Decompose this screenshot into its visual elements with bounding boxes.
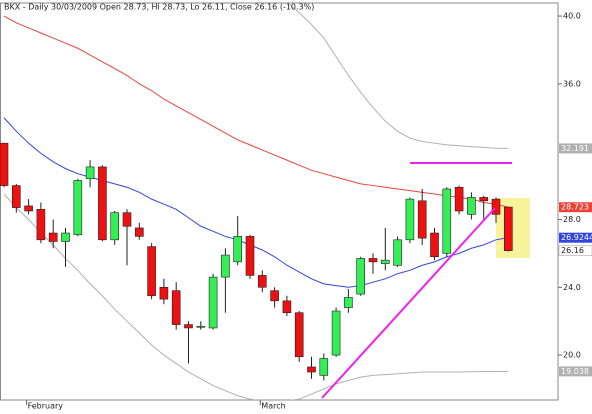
- candle-body: [171, 290, 181, 325]
- candle-body: [380, 259, 390, 264]
- last-close-label: 26.16: [561, 246, 584, 255]
- candle-body: [331, 310, 341, 356]
- candle-body: [282, 300, 292, 314]
- last-value-box: [559, 232, 592, 243]
- last-value-box: [559, 202, 592, 213]
- candle-body: [36, 208, 46, 241]
- last-value-label: 28.723: [561, 203, 589, 212]
- candle-body: [159, 286, 169, 300]
- x-tick-label: March: [261, 402, 285, 411]
- candle-body: [233, 236, 242, 263]
- candle-body: [196, 325, 206, 328]
- y-tick-label: 36.0: [563, 79, 581, 88]
- last-value-tag: 26.9244: [559, 232, 592, 243]
- candle-body: [12, 185, 21, 208]
- candle-body: [48, 232, 58, 242]
- candle-body: [430, 232, 439, 258]
- candle-body: [122, 212, 132, 227]
- candle-body: [442, 188, 452, 254]
- candle-body: [393, 239, 402, 266]
- candle-body: [85, 166, 95, 180]
- candle-body: [368, 258, 378, 263]
- candle-body: [503, 206, 513, 251]
- last-value-label: 26.9244: [561, 233, 592, 242]
- candle-body: [270, 290, 279, 302]
- candle-body: [135, 227, 144, 237]
- x-tick-label: February: [28, 402, 64, 411]
- chart-title: BKX - Daily 30/03/2009 Open 28.73, Hi 28…: [4, 3, 314, 12]
- last-value-tag: 32.191: [559, 143, 592, 154]
- last-value-label: 19.038: [561, 367, 589, 376]
- candle-body: [491, 198, 501, 215]
- candle-body: [467, 197, 476, 215]
- candle-body: [356, 258, 366, 295]
- candle-body: [257, 275, 267, 288]
- last-value-tag: 28.723: [559, 202, 592, 213]
- highlight-box: [496, 198, 530, 258]
- candle-body: [24, 205, 33, 212]
- candle-body: [479, 197, 489, 202]
- axis: 40.0 36.0 28.0 24.0 20.0 February March 28.723 2…: [26, 12, 592, 411]
- series-line: [286, 3, 509, 149]
- trend-line: [321, 207, 496, 399]
- last-close-box: [558, 245, 592, 256]
- y-tick-label: 20.0: [563, 351, 581, 360]
- y-tick-label: 24.0: [563, 283, 581, 292]
- y-tick-label: 28.0: [563, 215, 581, 224]
- candles: [0, 142, 513, 381]
- plot-frame: [0, 2, 559, 401]
- candle-body: [98, 166, 107, 241]
- candle-body: [110, 212, 119, 241]
- y-tick-label: 40.0: [563, 12, 581, 21]
- candle-body: [184, 324, 193, 329]
- candle-body: [319, 358, 329, 376]
- last-value-tag: 19.038: [559, 366, 592, 377]
- candle-body: [61, 232, 70, 242]
- last-value-box: [559, 366, 592, 377]
- candle-body: [245, 236, 255, 276]
- candle-body: [307, 366, 316, 373]
- series-line: [3, 193, 509, 400]
- candle-body: [208, 276, 218, 329]
- candle-body: [454, 186, 464, 212]
- candle-body: [221, 254, 230, 278]
- series-line: [3, 15, 509, 208]
- candle-body: [405, 198, 415, 241]
- candle-body: [417, 200, 427, 239]
- candle-body: [344, 297, 353, 308]
- last-value-label: 32.191: [561, 144, 589, 153]
- candle-body: [0, 142, 9, 186]
- last-value-box: [559, 143, 592, 154]
- candle-body: [73, 180, 83, 236]
- candle-body: [147, 246, 156, 297]
- candle-body: [294, 312, 304, 358]
